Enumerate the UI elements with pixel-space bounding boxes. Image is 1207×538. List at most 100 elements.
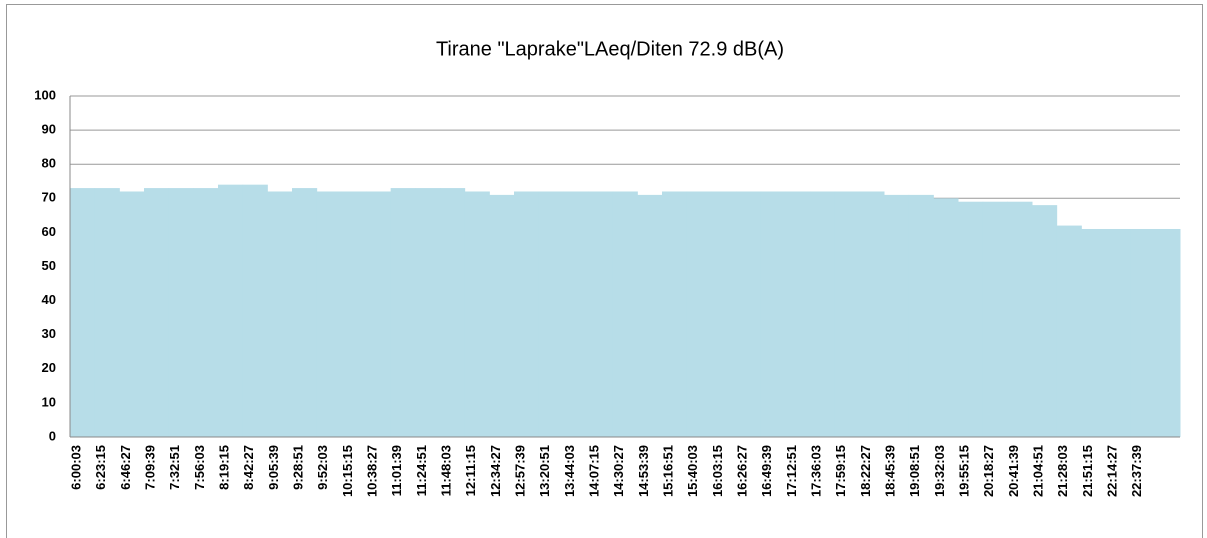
x-tick-label: 14:30:27	[611, 445, 626, 497]
y-tick-label: 80	[42, 156, 56, 171]
x-tick-label: 13:20:51	[537, 445, 552, 497]
x-tick-label: 15:16:51	[660, 445, 675, 497]
bar	[489, 194, 515, 437]
bar	[884, 194, 910, 437]
y-tick-label: 90	[42, 122, 56, 137]
x-tick-label: 9:52:03	[315, 445, 330, 490]
x-tick-label: 12:34:27	[488, 445, 503, 497]
bar	[785, 191, 811, 437]
bar	[341, 191, 367, 437]
bar	[144, 188, 170, 437]
x-tick-label: 15:40:03	[685, 445, 700, 497]
y-tick-label: 100	[34, 87, 56, 102]
bar	[267, 191, 293, 437]
bar	[563, 191, 589, 437]
bar	[514, 191, 540, 437]
x-tick-label: 17:36:03	[808, 445, 823, 497]
x-tick-label: 19:08:51	[907, 445, 922, 497]
x-tick-label: 16:49:39	[759, 445, 774, 497]
bar	[933, 198, 959, 437]
bar	[859, 191, 885, 437]
bar	[908, 194, 934, 437]
x-tick-label: 8:19:15	[216, 445, 231, 490]
bar	[464, 191, 490, 437]
x-tick-label: 19:55:15	[956, 445, 971, 497]
x-tick-label: 21:28:03	[1055, 445, 1070, 497]
bar	[538, 191, 564, 437]
x-tick-label: 10:15:15	[340, 445, 355, 497]
bar	[242, 184, 268, 437]
y-tick-label: 0	[49, 428, 56, 443]
bar	[711, 191, 737, 437]
bar	[292, 188, 318, 437]
y-tick-label: 70	[42, 190, 56, 205]
bar	[70, 188, 96, 437]
bar	[982, 201, 1008, 437]
bar	[1130, 228, 1156, 437]
bar	[1155, 228, 1181, 437]
x-tick-label: 20:18:27	[981, 445, 996, 497]
x-tick-label: 21:51:15	[1080, 445, 1095, 497]
x-tick-label: 11:01:39	[389, 445, 404, 496]
chart-title: Tirane "Laprake"LAeq/Diten 72.9 dB(A)	[436, 38, 784, 60]
bar	[94, 188, 120, 437]
bar	[415, 188, 441, 437]
bar	[390, 188, 416, 437]
bar	[612, 191, 638, 437]
x-tick-label: 12:11:15	[463, 445, 478, 496]
bar	[119, 191, 145, 437]
bar	[1056, 225, 1082, 437]
x-tick-label: 7:32:51	[167, 445, 182, 490]
bar	[440, 188, 466, 437]
y-tick-label: 10	[42, 394, 56, 409]
y-tick-label: 40	[42, 292, 56, 307]
y-tick-label: 20	[42, 360, 56, 375]
x-tick-label: 22:37:39	[1129, 445, 1144, 497]
y-tick-label: 30	[42, 326, 56, 341]
y-tick-label: 50	[42, 258, 56, 273]
x-tick-label: 20:41:39	[1006, 445, 1021, 497]
bar	[1032, 205, 1058, 437]
x-tick-label: 6:00:03	[68, 445, 83, 490]
bar	[168, 188, 194, 437]
x-tick-label: 17:12:51	[784, 445, 799, 497]
x-tick-label: 13:44:03	[562, 445, 577, 497]
bar	[1106, 228, 1132, 437]
x-tick-label: 16:03:15	[710, 445, 725, 497]
x-tick-label: 11:24:51	[414, 445, 429, 496]
bar	[662, 191, 688, 437]
x-tick-label: 9:05:39	[266, 445, 281, 490]
bar	[366, 191, 392, 437]
x-tick-label: 9:28:51	[290, 445, 305, 490]
x-tick-label: 8:42:27	[241, 445, 256, 490]
bar	[193, 188, 219, 437]
bar	[834, 191, 860, 437]
x-tick-label: 7:09:39	[142, 445, 157, 490]
bar	[218, 184, 244, 437]
x-tick-label: 6:46:27	[118, 445, 133, 490]
bar	[736, 191, 762, 437]
bar	[760, 191, 786, 437]
x-tick-label: 14:07:15	[586, 445, 601, 497]
y-tick-label: 60	[42, 224, 56, 239]
x-tick-label: 18:22:27	[858, 445, 873, 497]
bar	[637, 194, 663, 437]
x-tick-label: 6:23:15	[93, 445, 108, 490]
x-tick-label: 10:38:27	[364, 445, 379, 497]
x-tick-label: 16:26:27	[734, 445, 749, 497]
x-tick-label: 11:48:03	[438, 445, 453, 496]
bar	[1007, 201, 1033, 437]
bar	[1081, 228, 1107, 437]
x-tick-label: 21:04:51	[1030, 445, 1045, 497]
bar	[958, 201, 984, 437]
x-tick-label: 12:57:39	[512, 445, 527, 497]
x-tick-label: 17:59:15	[833, 445, 848, 497]
bar	[686, 191, 712, 437]
x-tick-label: 7:56:03	[192, 445, 207, 490]
x-tick-label: 22:14:27	[1104, 445, 1119, 497]
bar	[810, 191, 836, 437]
bar	[588, 191, 614, 437]
x-tick-label: 14:53:39	[636, 445, 651, 497]
x-tick-label: 19:32:03	[932, 445, 947, 497]
